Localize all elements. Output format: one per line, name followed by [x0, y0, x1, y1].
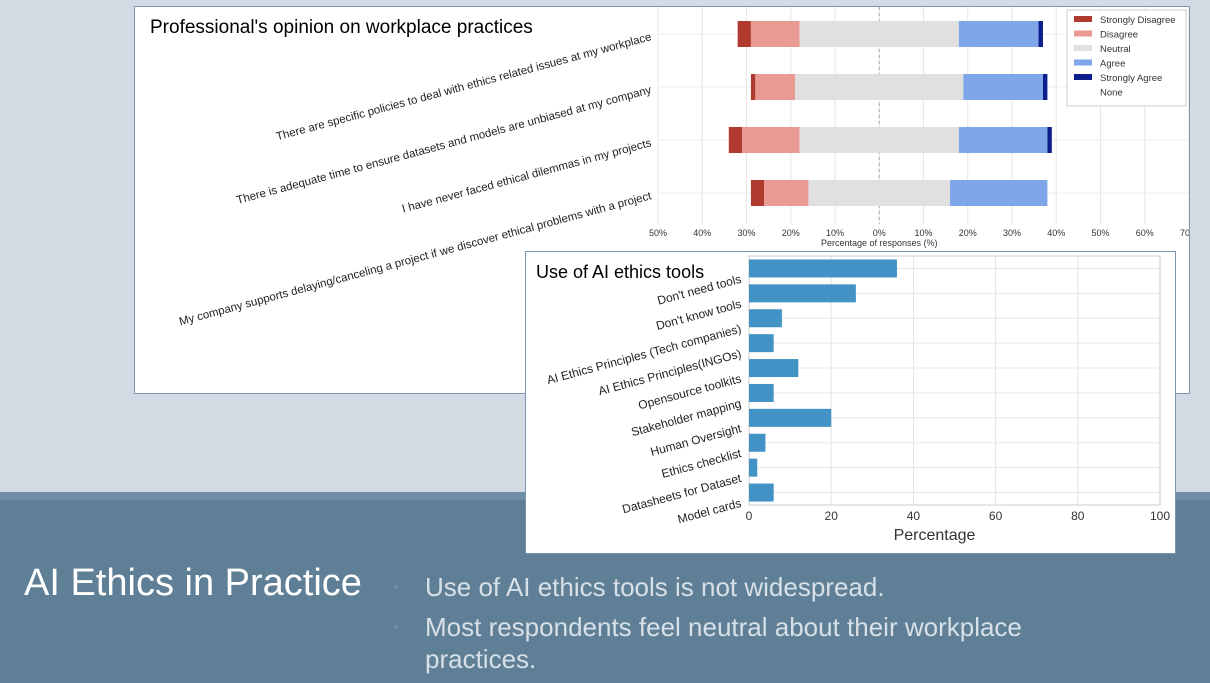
x-tick-label: 40 — [907, 509, 921, 523]
bullet-icon: ◦ — [394, 579, 399, 594]
x-tick-label: 0 — [746, 509, 753, 523]
likert-bar-segment — [742, 127, 800, 153]
chart-title: Use of AI ethics tools — [536, 262, 704, 282]
tool-bar — [749, 334, 774, 353]
tools-chart-panel: 0 20 40 60 80 100 Don't need tools Don't know t… — [525, 251, 1176, 554]
x-tick-label: 10% — [914, 228, 932, 238]
tool-bar — [749, 408, 832, 427]
x-tick-label: 20% — [782, 228, 800, 238]
likert-bar-segment — [750, 21, 800, 47]
tool-bar — [749, 458, 758, 477]
bullet-list: ◦ Use of AI ethics tools is not widesprea… — [394, 571, 1094, 683]
likert-bar-segment — [755, 74, 796, 100]
category-label: There are specific policies to deal with… — [275, 31, 653, 143]
legend-label: Strongly Disagree — [1100, 15, 1176, 26]
x-tick-label: 20% — [959, 228, 977, 238]
likert-chart: 50% 40% 30% 20% 10% 0% 10% 20% 30% 40% 50% 60% 70% Th… — [150, 7, 1198, 328]
x-tick-label: 0% — [873, 228, 886, 238]
legend-box — [1066, 9, 1187, 107]
x-tick-label: 60 — [989, 509, 1003, 523]
legend-label: Strongly Agree — [1100, 73, 1162, 84]
category-label: There is adequate time to ensure dataset… — [235, 84, 653, 207]
likert-bar-segment — [799, 127, 959, 153]
tool-bar — [749, 483, 774, 502]
tool-bar — [749, 284, 856, 303]
legend-label: None — [1100, 88, 1123, 99]
legend-label: Agree — [1100, 59, 1125, 70]
x-tick-label: 40% — [1047, 228, 1065, 238]
x-tick-label: 20 — [825, 509, 839, 523]
bullet-text: Use of AI ethics tools is not widespread… — [425, 572, 885, 602]
likert-bar-segment — [1047, 127, 1052, 153]
likert-bar-segment — [795, 74, 964, 100]
x-tick-label: 50% — [1091, 228, 1109, 238]
x-axis-label: Percentage of responses (%) — [821, 238, 938, 248]
bullet-icon: ◦ — [394, 619, 399, 634]
tool-bar — [749, 383, 774, 402]
legend-swatch — [1074, 45, 1092, 51]
likert-bar-segment — [728, 127, 743, 153]
tool-bar — [749, 359, 799, 378]
x-tick-label: 70% — [1180, 228, 1189, 238]
likert-bar-segment — [958, 21, 1039, 47]
x-tick-label: 10% — [826, 228, 844, 238]
legend-swatch — [1074, 16, 1092, 22]
legend-swatch — [1074, 74, 1092, 80]
x-tick-label: 100 — [1150, 509, 1170, 523]
plot-frame — [748, 255, 1161, 506]
tool-bar — [749, 433, 766, 452]
bullet-item: ◦ Most respondents feel neutral about the… — [394, 611, 1094, 675]
likert-bar-segment — [1042, 74, 1048, 100]
x-tick-label: 60% — [1136, 228, 1154, 238]
x-tick-label: 80 — [1071, 509, 1085, 523]
likert-bar-segment — [963, 74, 1043, 100]
legend: Strongly Disagree Disagree Neutral Agree Str… — [1066, 9, 1187, 107]
legend-label: Neutral — [1100, 44, 1131, 55]
likert-bar-segment — [1038, 21, 1043, 47]
x-tick-label: 30% — [1003, 228, 1021, 238]
likert-bar-segment — [750, 180, 765, 206]
category-label: Model cards — [676, 496, 743, 526]
likert-bar-segment — [950, 180, 1048, 206]
slide-title: AI Ethics in Practice — [24, 562, 362, 604]
legend-swatch — [1074, 59, 1092, 66]
likert-bar-segment — [737, 21, 751, 47]
x-tick-label: 50% — [649, 228, 667, 238]
likert-bar-segment — [764, 180, 809, 206]
bullet-item: ◦ Use of AI ethics tools is not widesprea… — [394, 571, 1094, 603]
likert-bar-segment — [958, 127, 1048, 153]
x-tick-label: 40% — [693, 228, 711, 238]
legend-label: Disagree — [1100, 30, 1138, 41]
x-axis-label: Percentage — [894, 527, 976, 544]
legend-swatch — [1074, 30, 1092, 37]
tool-bar — [749, 259, 897, 278]
likert-bar-segment — [799, 21, 959, 47]
bullet-text: Most respondents feel neutral about thei… — [425, 612, 1022, 674]
x-tick-label: 30% — [737, 228, 755, 238]
chart-title: Professional's opinion on workplace prac… — [150, 17, 533, 38]
likert-bar-segment — [750, 74, 756, 100]
tool-bar — [749, 309, 782, 328]
likert-bar-segment — [808, 180, 951, 206]
